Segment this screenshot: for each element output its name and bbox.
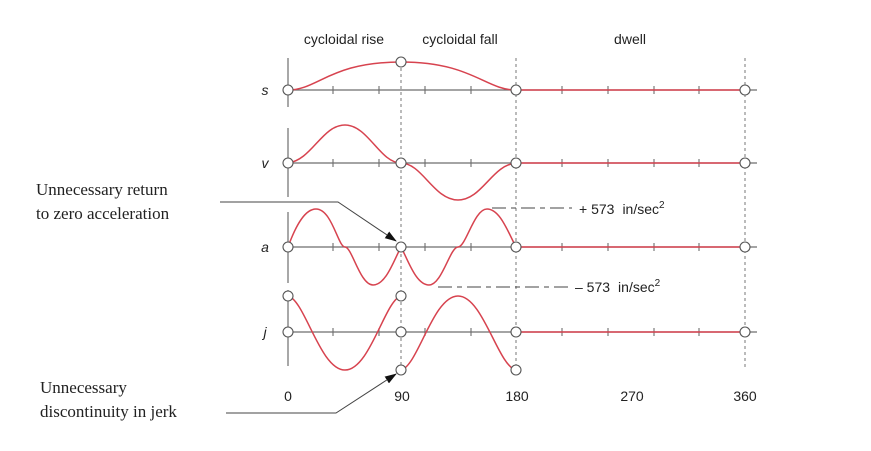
annotation-jerk-line2: discontinuity in jerk — [40, 402, 177, 421]
marker-j-0 — [282, 326, 294, 338]
max-accel-label: + 573 in/sec2 — [579, 200, 665, 217]
marker-a-0 — [282, 241, 294, 253]
annotation-return-line1: Unnecessary return — [36, 180, 168, 199]
marker-a-360 — [739, 241, 751, 253]
x-tick-label-360: 360 — [733, 388, 757, 404]
x-tick-label-90: 90 — [394, 388, 410, 404]
marker-j-360 — [739, 326, 751, 338]
j-curve-rise — [287, 295, 402, 371]
marker-v-90 — [395, 157, 407, 169]
j-curve-fall — [400, 295, 517, 371]
marker-j-90 — [395, 326, 407, 338]
x-tick-label-0: 0 — [284, 388, 292, 404]
min-accel-label: – 573 in/sec2 — [575, 278, 661, 295]
marker-a-180 — [510, 241, 522, 253]
marker-s-90 — [395, 56, 407, 68]
marker-j-0-top — [282, 290, 294, 302]
x-tick-label-270: 270 — [620, 388, 644, 404]
s-axis — [287, 58, 757, 107]
marker-j-90-top — [395, 290, 407, 302]
segment-label-rise: cycloidal rise — [304, 31, 384, 47]
row-label-v: v — [262, 155, 270, 171]
annotation-return-line2: to zero acceleration — [36, 204, 170, 223]
marker-v-360 — [739, 157, 751, 169]
segment-label-dwell: dwell — [614, 31, 646, 47]
marker-v-180 — [510, 157, 522, 169]
j-axis — [287, 290, 757, 366]
marker-s-180 — [510, 84, 522, 96]
annotation-return-arrow — [220, 201, 397, 242]
row-label-j: j — [261, 324, 267, 340]
annotation-jerk-line1: Unnecessary — [40, 378, 127, 397]
annotation-jerk-arrow — [226, 373, 397, 414]
row-label-s: s — [262, 82, 269, 98]
row-label-a: a — [261, 239, 269, 255]
marker-j-180-bottom — [510, 364, 522, 376]
x-tick-label-180: 180 — [505, 388, 529, 404]
segment-label-fall: cycloidal fall — [422, 31, 497, 47]
marker-a-90 — [395, 241, 407, 253]
marker-v-0 — [282, 157, 294, 169]
marker-s-0 — [282, 84, 294, 96]
marker-j-90-bottom — [395, 364, 407, 376]
marker-s-360 — [739, 84, 751, 96]
marker-j-180 — [510, 326, 522, 338]
